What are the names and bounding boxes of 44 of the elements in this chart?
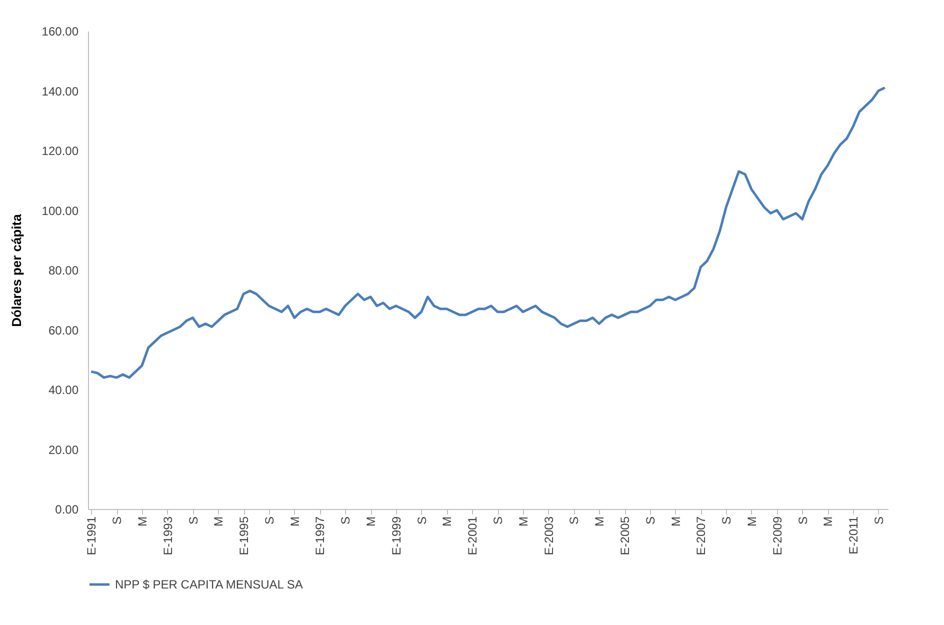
y-tick-label: 140.00	[42, 84, 79, 98]
y-tick-label: 100.00	[42, 204, 79, 218]
y-tick-label: 120.00	[42, 144, 79, 158]
x-tick-label: E-2003	[542, 516, 556, 556]
x-tick-label: M	[516, 516, 530, 526]
x-tick-label: M	[821, 516, 836, 526]
x-tick-label: M	[212, 516, 226, 526]
x-tick-label: M	[135, 516, 150, 526]
x-tick-label: E-1995	[237, 516, 252, 556]
x-tick-label: S	[414, 516, 429, 525]
y-tick-label: 0.00	[55, 502, 79, 516]
x-tick-label: M	[668, 516, 683, 526]
x-tick-label: M	[592, 516, 607, 526]
x-tick-label: E-2011	[846, 516, 861, 554]
x-tick-label: S	[796, 516, 810, 525]
x-tick-label: S	[262, 516, 276, 525]
y-tick-label: 40.00	[48, 383, 79, 397]
x-tick-label: S	[338, 516, 353, 525]
x-tick-label: M	[288, 516, 302, 526]
x-tick-label: S	[491, 516, 506, 525]
x-tick-label: M	[744, 516, 759, 526]
x-tick-label: E-1997	[313, 516, 328, 556]
y-tick-label: 160.00	[42, 24, 79, 38]
legend-label: NPP $ PER CAPITA MENSUAL SA	[115, 578, 303, 592]
y-tick-label: 60.00	[48, 323, 79, 338]
x-tick-label: S	[567, 516, 582, 525]
x-tick-label: E-2001	[466, 516, 480, 556]
x-tick-label: M	[364, 516, 378, 526]
x-tick-label: S	[643, 516, 658, 525]
x-tick-label: E-2005	[618, 516, 632, 556]
x-tick-label: M	[440, 516, 454, 526]
x-tick-label: S	[186, 516, 200, 525]
y-tick-label: 80.00	[48, 264, 79, 278]
y-tick-label: 20.00	[48, 442, 79, 457]
x-tick-label: E-1999	[389, 516, 404, 556]
x-tick-label: E-1991	[84, 516, 99, 556]
line-series	[90, 86, 886, 379]
x-tick-label: S	[110, 516, 124, 525]
x-tick-label: S	[720, 516, 734, 525]
x-tick-label: S	[872, 516, 886, 525]
x-tick-label: E-1993	[160, 516, 175, 556]
x-tick-label: E-2009	[770, 516, 784, 556]
y-axis-title: Dólares per cápita	[8, 213, 24, 327]
x-tick-label: E-2007	[694, 516, 708, 556]
